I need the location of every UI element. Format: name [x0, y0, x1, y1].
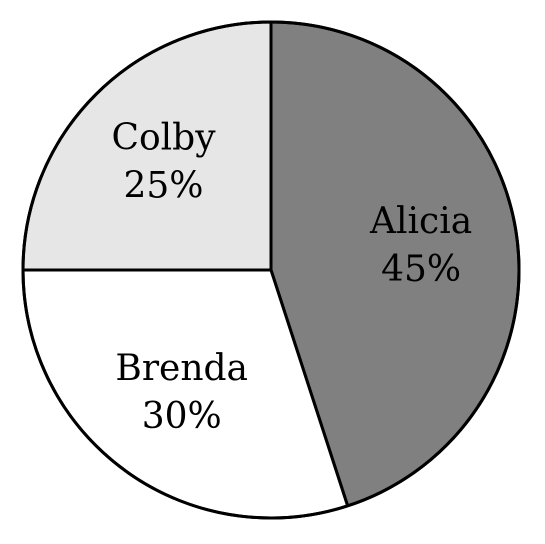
slice-percent-label: 45% — [381, 249, 461, 290]
pie-slices — [21, 20, 521, 520]
pie-labels: Alicia 45% Brenda 30% Colby 25% — [111, 118, 472, 438]
slice-name-label: Colby — [111, 118, 216, 159]
slice-percent-label: 25% — [123, 166, 203, 207]
slice-name-label: Alicia — [369, 201, 472, 242]
slice-percent-label: 30% — [142, 396, 222, 437]
slice-name-label: Brenda — [115, 348, 248, 389]
pie-outline — [21, 20, 521, 520]
